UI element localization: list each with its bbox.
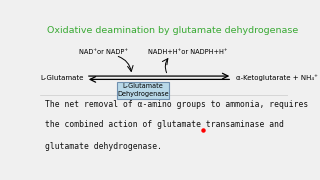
Text: Oxidative deamination by glutamate dehydrogenase: Oxidative deamination by glutamate dehyd… <box>47 26 299 35</box>
Text: α-Ketoglutarate + NH₄⁺: α-Ketoglutarate + NH₄⁺ <box>236 74 318 81</box>
Text: the combined action of glutamate transaminase and: the combined action of glutamate transam… <box>45 120 284 129</box>
Text: NADH+H⁺or NADPH+H⁺: NADH+H⁺or NADPH+H⁺ <box>148 49 227 55</box>
Text: L-Glutamate
Dehydrogenase: L-Glutamate Dehydrogenase <box>117 83 169 97</box>
Text: NAD⁺or NADP⁺: NAD⁺or NADP⁺ <box>79 49 128 55</box>
Text: glutamate dehydrogenase.: glutamate dehydrogenase. <box>45 142 162 151</box>
Text: The net removal of α-amino groups to ammonia, requires: The net removal of α-amino groups to amm… <box>45 100 308 109</box>
FancyBboxPatch shape <box>117 82 169 99</box>
Text: L-Glutamate: L-Glutamate <box>40 75 84 81</box>
